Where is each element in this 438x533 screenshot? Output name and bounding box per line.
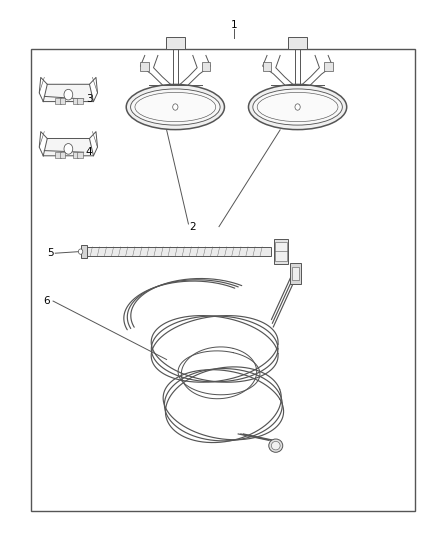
Ellipse shape xyxy=(269,439,283,453)
Bar xyxy=(60,98,65,104)
Text: 2: 2 xyxy=(190,222,196,232)
FancyBboxPatch shape xyxy=(288,37,307,49)
Bar xyxy=(86,247,272,256)
Circle shape xyxy=(173,104,178,110)
Bar xyxy=(324,62,332,71)
Text: 4: 4 xyxy=(86,147,92,157)
Bar xyxy=(263,62,272,71)
Bar xyxy=(73,98,78,104)
Text: 5: 5 xyxy=(48,248,54,258)
Bar xyxy=(77,98,83,104)
Bar xyxy=(77,152,83,158)
Bar xyxy=(141,62,149,71)
Bar xyxy=(55,98,61,104)
Bar xyxy=(60,152,65,158)
Circle shape xyxy=(64,90,73,100)
Text: 1: 1 xyxy=(231,20,237,30)
Circle shape xyxy=(78,249,83,254)
Ellipse shape xyxy=(135,92,216,122)
Bar xyxy=(55,152,61,158)
Polygon shape xyxy=(43,84,93,102)
Ellipse shape xyxy=(272,441,280,450)
Text: 3: 3 xyxy=(86,94,92,104)
Bar xyxy=(292,266,299,280)
Polygon shape xyxy=(43,139,93,156)
Ellipse shape xyxy=(126,84,224,130)
Bar xyxy=(201,62,210,71)
Bar xyxy=(73,152,78,158)
Text: 6: 6 xyxy=(43,296,50,306)
FancyBboxPatch shape xyxy=(166,37,185,49)
Circle shape xyxy=(295,104,300,110)
Bar xyxy=(81,245,87,258)
Ellipse shape xyxy=(248,84,347,130)
Bar xyxy=(31,49,416,511)
Ellipse shape xyxy=(253,89,343,125)
Bar xyxy=(274,239,288,264)
Circle shape xyxy=(64,143,73,154)
Ellipse shape xyxy=(131,89,220,125)
Bar xyxy=(276,242,287,261)
Bar xyxy=(290,263,301,284)
Ellipse shape xyxy=(257,92,338,122)
